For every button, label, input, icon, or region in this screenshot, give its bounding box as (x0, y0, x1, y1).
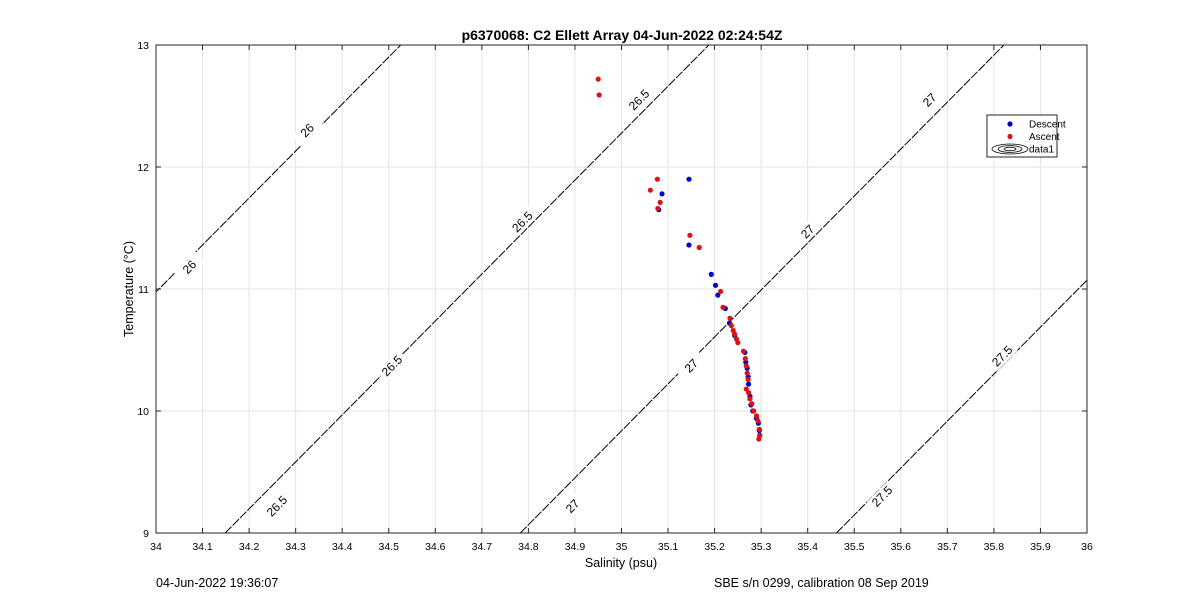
point-ascent (696, 244, 702, 251)
point-ascent (747, 396, 753, 402)
isopycnal-label-bg (376, 350, 408, 382)
point-ascent (596, 92, 602, 98)
y-axis-label: Temperature (°C) (122, 241, 136, 337)
isopycnal-line-27.5 (836, 279, 1087, 533)
point-descent (686, 242, 692, 248)
y-tick-label: 9 (143, 528, 149, 540)
x-tick-label: 35.6 (891, 541, 912, 553)
isopycnal-label-bg (675, 350, 707, 382)
isopycnal-label-bg (792, 216, 824, 248)
point-ascent (744, 370, 750, 376)
point-ascent (756, 426, 762, 432)
point-descent (745, 381, 752, 387)
isopycnal-line-27 (519, 45, 1005, 533)
x-tick-label: 35.5 (844, 541, 865, 553)
point-ascent (740, 348, 747, 354)
y-tick-label: 13 (137, 40, 149, 52)
point-descent (686, 176, 692, 182)
isopycnal-line-26.5 (224, 45, 710, 533)
x-tick-label: 36 (1081, 541, 1093, 553)
point-ascent (745, 376, 751, 382)
point-ascent (743, 363, 749, 369)
point-descent (712, 282, 719, 288)
isopycnal-label-bg (557, 490, 589, 522)
x-tick-label: 34.4 (332, 541, 353, 553)
x-tick-label: 35.4 (797, 541, 818, 553)
isopycnal-label-bg (261, 490, 293, 522)
y-tick-label: 10 (137, 406, 149, 418)
point-ascent (751, 408, 757, 414)
x-tick-label: 34.6 (425, 541, 446, 553)
grid-lines (156, 45, 1087, 533)
x-tick-label: 34.7 (472, 541, 493, 553)
footer-timestamp: 04-Jun-2022 19:36:07 (156, 576, 279, 590)
legend-label-data1: data1 (1029, 145, 1054, 156)
point-ascent (742, 355, 748, 362)
point-ascent (720, 304, 726, 310)
x-tick-label: 34.1 (192, 541, 213, 553)
point-ascent (749, 401, 755, 407)
legend-contour-icon (997, 145, 1023, 153)
point-ascent (718, 288, 724, 295)
isopycnal-label-bg (506, 206, 538, 238)
isopycnal-label-bg (291, 114, 323, 146)
point-descent (715, 292, 721, 298)
x-tick-label: 35.8 (984, 541, 1005, 553)
x-tick-label: 35.9 (1030, 541, 1051, 553)
legend-marker-ascent (1007, 133, 1013, 140)
x-tick-label: 34.8 (518, 541, 539, 553)
x-tick-label: 35 (616, 541, 628, 553)
x-tick-label: 35.7 (937, 541, 958, 553)
isopycnal-label-bg (914, 84, 946, 116)
isopycnal-label-bg (866, 480, 898, 512)
legend-label-ascent: Ascent (1029, 132, 1060, 143)
axis-ticks: 34 34.1 34.2 34.3 34.4 34.5 34.6 34.7 34.8 34.9 35… (137, 40, 1093, 553)
x-tick-label: 34.2 (239, 541, 260, 553)
chart-title: p6370068: C2 Ellett Array 04-Jun-2022 02… (462, 27, 783, 43)
point-descent (659, 191, 665, 197)
point-ascent (735, 340, 741, 346)
y-tick-label: 11 (138, 284, 149, 296)
footer-calibration: SBE s/n 0299, calibration 08 Sep 2019 (714, 576, 929, 590)
point-ascent (654, 176, 660, 182)
point-descent (708, 271, 714, 277)
legend-marker-descent (1007, 121, 1013, 127)
legend-contour-icon (991, 143, 1029, 155)
data-points (595, 76, 763, 442)
x-tick-label: 34.3 (285, 541, 306, 553)
isopycnal-label-bg (623, 84, 655, 116)
x-tick-label: 35.2 (704, 541, 725, 553)
point-ascent (647, 187, 653, 193)
point-ascent (732, 331, 738, 337)
point-ascent (756, 436, 762, 442)
y-tick-label: 12 (137, 162, 149, 174)
point-ascent (687, 232, 693, 238)
x-tick-label: 34 (150, 541, 162, 553)
isopycnal-label-bg (986, 340, 1018, 372)
point-ascent (728, 323, 734, 329)
point-ascent (657, 199, 663, 205)
legend-label-descent: Descent (1029, 120, 1066, 131)
point-ascent (745, 390, 752, 396)
point-ascent (753, 413, 760, 419)
x-tick-label: 35.3 (751, 541, 772, 553)
legend-contour-icon (1003, 146, 1017, 152)
x-tick-label: 35.1 (658, 541, 679, 553)
x-tick-label: 34.5 (379, 541, 400, 553)
x-tick-label: 34.9 (565, 541, 586, 553)
point-ascent (655, 205, 661, 212)
point-ascent (727, 315, 733, 321)
isopycnal-label-bg (173, 251, 206, 283)
x-axis-label: Salinity (psu) (585, 556, 657, 570)
point-ascent (755, 418, 761, 424)
point-ascent (595, 76, 601, 82)
